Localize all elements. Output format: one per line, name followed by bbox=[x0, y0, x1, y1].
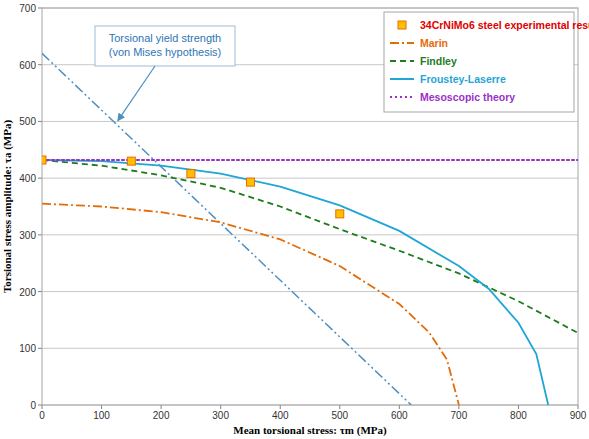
x-tick bbox=[399, 405, 400, 409]
x-tick-label: 400 bbox=[272, 410, 289, 421]
x-tick bbox=[518, 405, 519, 409]
data-point bbox=[246, 178, 254, 186]
grid-line bbox=[42, 121, 578, 122]
legend-line bbox=[390, 78, 414, 80]
y-tick bbox=[38, 8, 42, 9]
yield-line bbox=[42, 53, 411, 405]
legend-label: Marin bbox=[420, 37, 448, 49]
data-point bbox=[187, 170, 195, 178]
chart: 0 100 200 300 400 500 600 700 0 100 200 300 400 500 60… bbox=[0, 0, 589, 439]
annotation-line: Torsional yield strength bbox=[109, 32, 222, 44]
series-line bbox=[42, 160, 578, 333]
x-tick-label: 800 bbox=[510, 410, 527, 421]
annotation-text: Torsional yield strength (von Mises hypot… bbox=[109, 32, 222, 58]
y-tick-label: 700 bbox=[19, 3, 36, 14]
y-tick bbox=[38, 234, 42, 235]
x-tick-label: 700 bbox=[451, 410, 468, 421]
x-tick bbox=[101, 405, 102, 409]
y-tick bbox=[38, 121, 42, 122]
x-tick bbox=[161, 405, 162, 409]
y-axis-title: Torsional stress amplitude: τa (MPa) bbox=[1, 120, 14, 293]
series-line bbox=[42, 204, 459, 405]
x-tick bbox=[220, 405, 221, 409]
x-tick-label: 200 bbox=[153, 410, 170, 421]
grid-line bbox=[42, 348, 578, 349]
y-tick bbox=[38, 291, 42, 292]
y-tick bbox=[38, 64, 42, 65]
legend-line bbox=[390, 96, 414, 98]
y-tick-label: 600 bbox=[19, 60, 36, 71]
y-tick-label: 300 bbox=[19, 230, 36, 241]
legend-label: Findley bbox=[420, 55, 457, 67]
x-tick bbox=[458, 405, 459, 409]
x-tick bbox=[578, 405, 579, 409]
grid-line bbox=[42, 291, 578, 292]
data-point bbox=[336, 210, 344, 218]
grid-line bbox=[42, 178, 578, 179]
series-line bbox=[42, 160, 548, 405]
x-tick-label: 600 bbox=[391, 410, 408, 421]
x-tick bbox=[280, 405, 281, 409]
series-line bbox=[42, 159, 578, 161]
y-tick bbox=[38, 348, 42, 349]
y-tick-label: 0 bbox=[30, 400, 36, 411]
annotation-line: (von Mises hypothesis) bbox=[109, 46, 222, 58]
legend-label: Froustey-Laserre bbox=[420, 73, 506, 85]
x-tick-label: 500 bbox=[331, 410, 348, 421]
x-tick bbox=[42, 405, 43, 409]
x-axis-title: Mean torsional stress: τm (MPa) bbox=[233, 424, 387, 437]
legend-line bbox=[390, 42, 414, 44]
plot-frame bbox=[42, 8, 578, 405]
data-point bbox=[42, 156, 46, 164]
grid-line bbox=[42, 234, 578, 235]
legend-line bbox=[390, 60, 414, 62]
legend-label: 34CrNiMo6 steel experimental results bbox=[420, 19, 589, 31]
y-tick bbox=[38, 178, 42, 179]
annotation-arrow bbox=[118, 66, 155, 121]
x-tick-label: 100 bbox=[93, 410, 110, 421]
annotation-box bbox=[95, 26, 235, 66]
y-tick bbox=[38, 405, 42, 406]
x-tick-label: 300 bbox=[212, 410, 229, 421]
y-tick-label: 500 bbox=[19, 116, 36, 127]
y-tick-label: 200 bbox=[19, 287, 36, 298]
x-tick bbox=[339, 405, 340, 409]
y-tick-label: 400 bbox=[19, 173, 36, 184]
data-point bbox=[127, 157, 135, 165]
legend-marker bbox=[398, 21, 406, 29]
y-tick-label: 100 bbox=[19, 343, 36, 354]
x-tick-label: 0 bbox=[39, 410, 45, 421]
x-tick-label: 900 bbox=[570, 410, 587, 421]
legend-label: Mesoscopic theory bbox=[420, 91, 515, 103]
